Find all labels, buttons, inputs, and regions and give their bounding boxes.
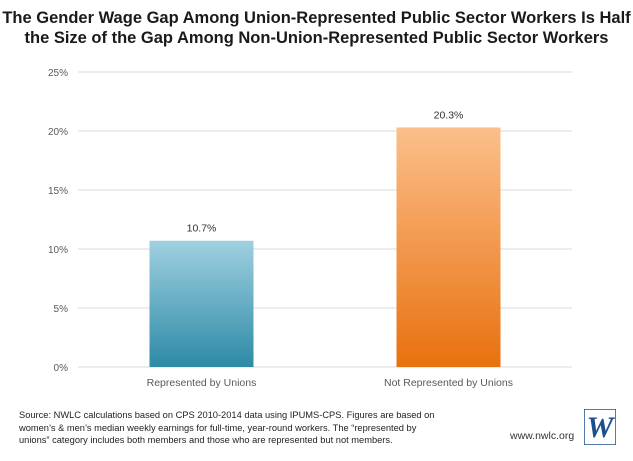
- nwlc-logo: W: [584, 409, 616, 445]
- chart-title-line-1: The Gender Wage Gap Among Union-Represen…: [2, 9, 631, 27]
- footer: Source: NWLC calculations based on CPS 2…: [0, 401, 633, 461]
- y-tick-label: 5%: [54, 304, 69, 315]
- x-tick-label: Represented by Unions: [147, 377, 257, 389]
- y-tick-label: 0%: [54, 363, 69, 374]
- chart-title: The Gender Wage Gap Among Union-Represen…: [0, 8, 633, 48]
- source-note: Source: NWLC calculations based on CPS 2…: [19, 409, 469, 447]
- y-tick-label: 10%: [48, 245, 68, 256]
- logo-letter: W: [587, 411, 616, 444]
- data-label: 20.3%: [434, 109, 464, 121]
- source-line-1: Source: NWLC calculations based on CPS 2…: [19, 410, 435, 420]
- site-url[interactable]: www.nwlc.org: [510, 430, 575, 442]
- bar-represented-by-unions: [149, 240, 254, 367]
- x-tick-label: Not Represented by Unions: [384, 377, 513, 389]
- bar-not-represented-by-unions: [396, 127, 501, 368]
- source-line-3: unions” category includes both members a…: [19, 435, 393, 445]
- y-tick-label: 20%: [48, 127, 68, 138]
- y-tick-label: 15%: [48, 186, 68, 197]
- data-label: 10.7%: [187, 223, 217, 235]
- y-tick-label: 25%: [48, 68, 68, 79]
- chart-title-line-2: the Size of the Gap Among Non-Union-Repr…: [24, 29, 609, 47]
- source-line-2: women’s & men’s median weekly earnings f…: [19, 422, 417, 433]
- logo-background: [584, 409, 616, 445]
- bar-chart: 0% 5% 10% 15% 20% 25% 10.7% Represented by Unio…: [48, 68, 572, 389]
